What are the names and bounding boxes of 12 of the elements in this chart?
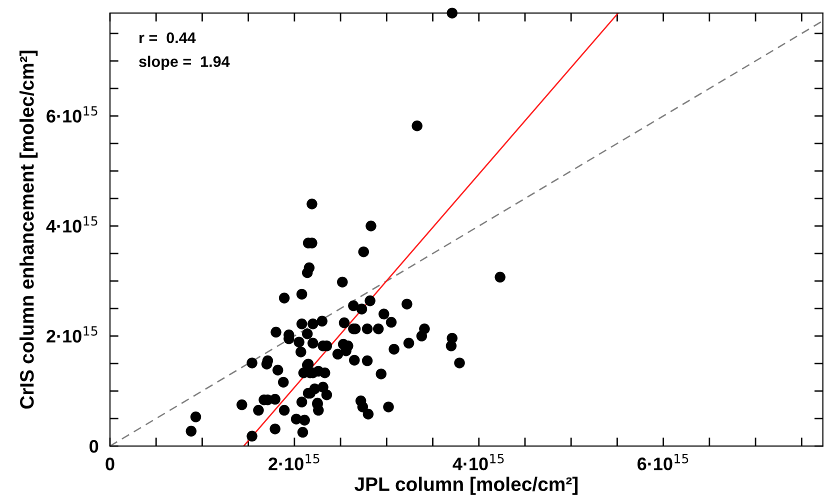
annotation: slope = 1.94 [139,56,230,70]
annotation: r = 0.44 [140,32,196,44]
y-tick-label: 6·10$^{15}$ [46,106,98,123]
x-tick-label: 4·10$^{15}$ [452,454,504,470]
y-tick-label: 4·10$^{15}$ [46,216,98,233]
x-tick-label: 6·10$^{15}$ [638,454,688,470]
x-axis-title: JPL column [molec/cm²] [354,476,578,495]
y-tick-label: 0 [90,440,98,453]
y-axis-title: CrIS column enhancement [molec/cm²] [20,50,38,409]
y-tick-label: 2·10$^{15}$ [46,326,98,343]
x-tick-label: 2·10$^{15}$ [268,454,320,470]
x-tick-label: 0 [106,458,114,470]
